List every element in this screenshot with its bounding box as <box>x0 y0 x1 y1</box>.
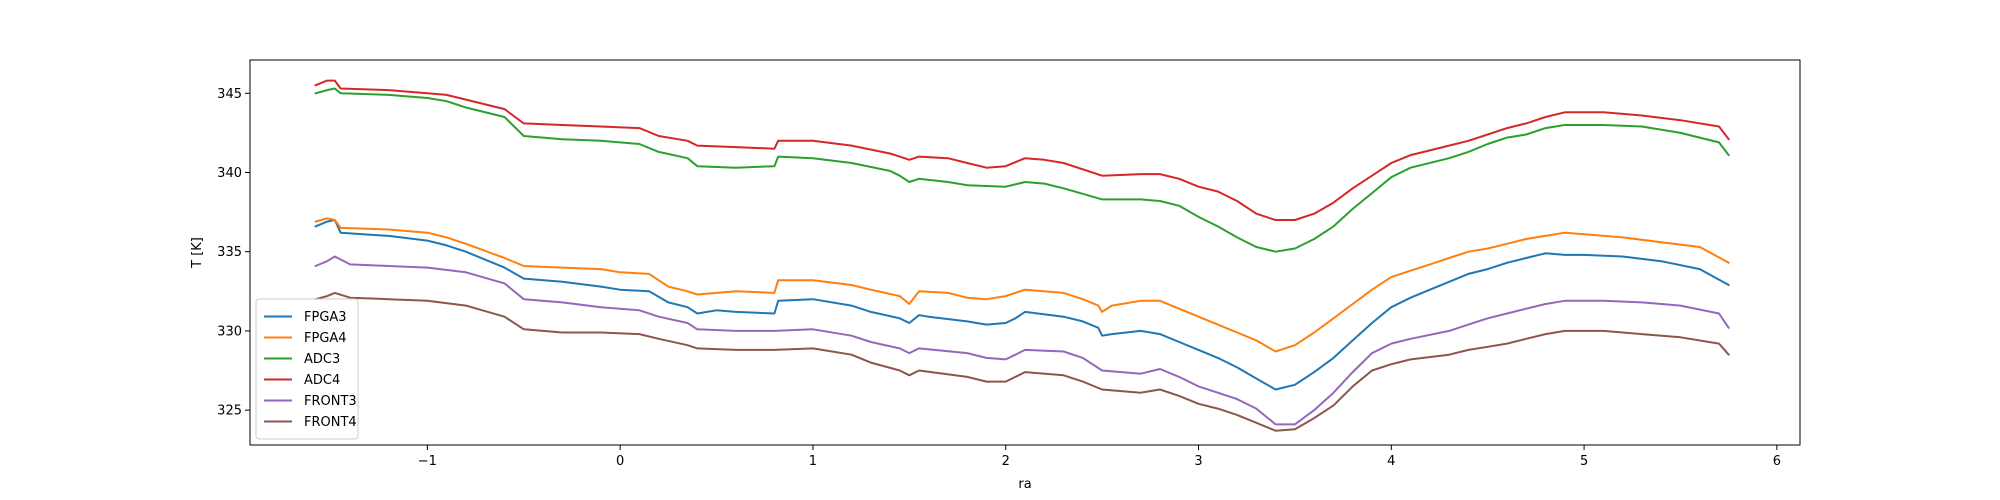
series-line-adc3 <box>314 87 1730 253</box>
legend: FPGA3 FPGA4 ADC3 ADC4 FRONT3 FRONT4 <box>255 298 359 440</box>
series-line-front4 <box>314 291 1730 432</box>
x-axis-ticks: −1 0 1 2 3 4 5 6 <box>418 445 1781 469</box>
series-line-fpga4 <box>314 217 1730 353</box>
y-axis-ticks: 325 330 335 340 345 <box>217 87 250 419</box>
legend-frame <box>255 298 359 440</box>
y-axis-label: T [K] <box>190 237 205 269</box>
series-layer <box>314 79 1730 432</box>
series-line-adc4 <box>314 79 1730 221</box>
legend-label: ADC3 <box>304 352 340 367</box>
x-tick-label: 3 <box>1194 454 1202 469</box>
y-tick-label: 330 <box>217 324 242 339</box>
x-tick-label: 1 <box>809 454 817 469</box>
legend-label: FPGA3 <box>304 310 347 325</box>
y-tick-label: 325 <box>217 404 242 419</box>
x-tick-label: 0 <box>616 454 624 469</box>
x-tick-label: 6 <box>1773 454 1781 469</box>
legend-label: FPGA4 <box>304 331 347 346</box>
x-tick-label: 4 <box>1387 454 1395 469</box>
series-line-front3 <box>314 255 1730 426</box>
x-tick-label: 5 <box>1580 454 1588 469</box>
axes-frame <box>249 59 1801 446</box>
x-axis-label: ra <box>1018 477 1031 492</box>
x-tick-label: −1 <box>418 454 437 469</box>
y-tick-label: 340 <box>217 166 242 181</box>
legend-label: FRONT3 <box>304 394 357 409</box>
legend-label: ADC4 <box>304 373 340 388</box>
legend-label: FRONT4 <box>304 415 357 430</box>
y-tick-label: 345 <box>217 87 242 102</box>
series-line-fpga3 <box>314 219 1730 391</box>
y-tick-label: 335 <box>217 245 242 260</box>
x-tick-label: 2 <box>1002 454 1010 469</box>
